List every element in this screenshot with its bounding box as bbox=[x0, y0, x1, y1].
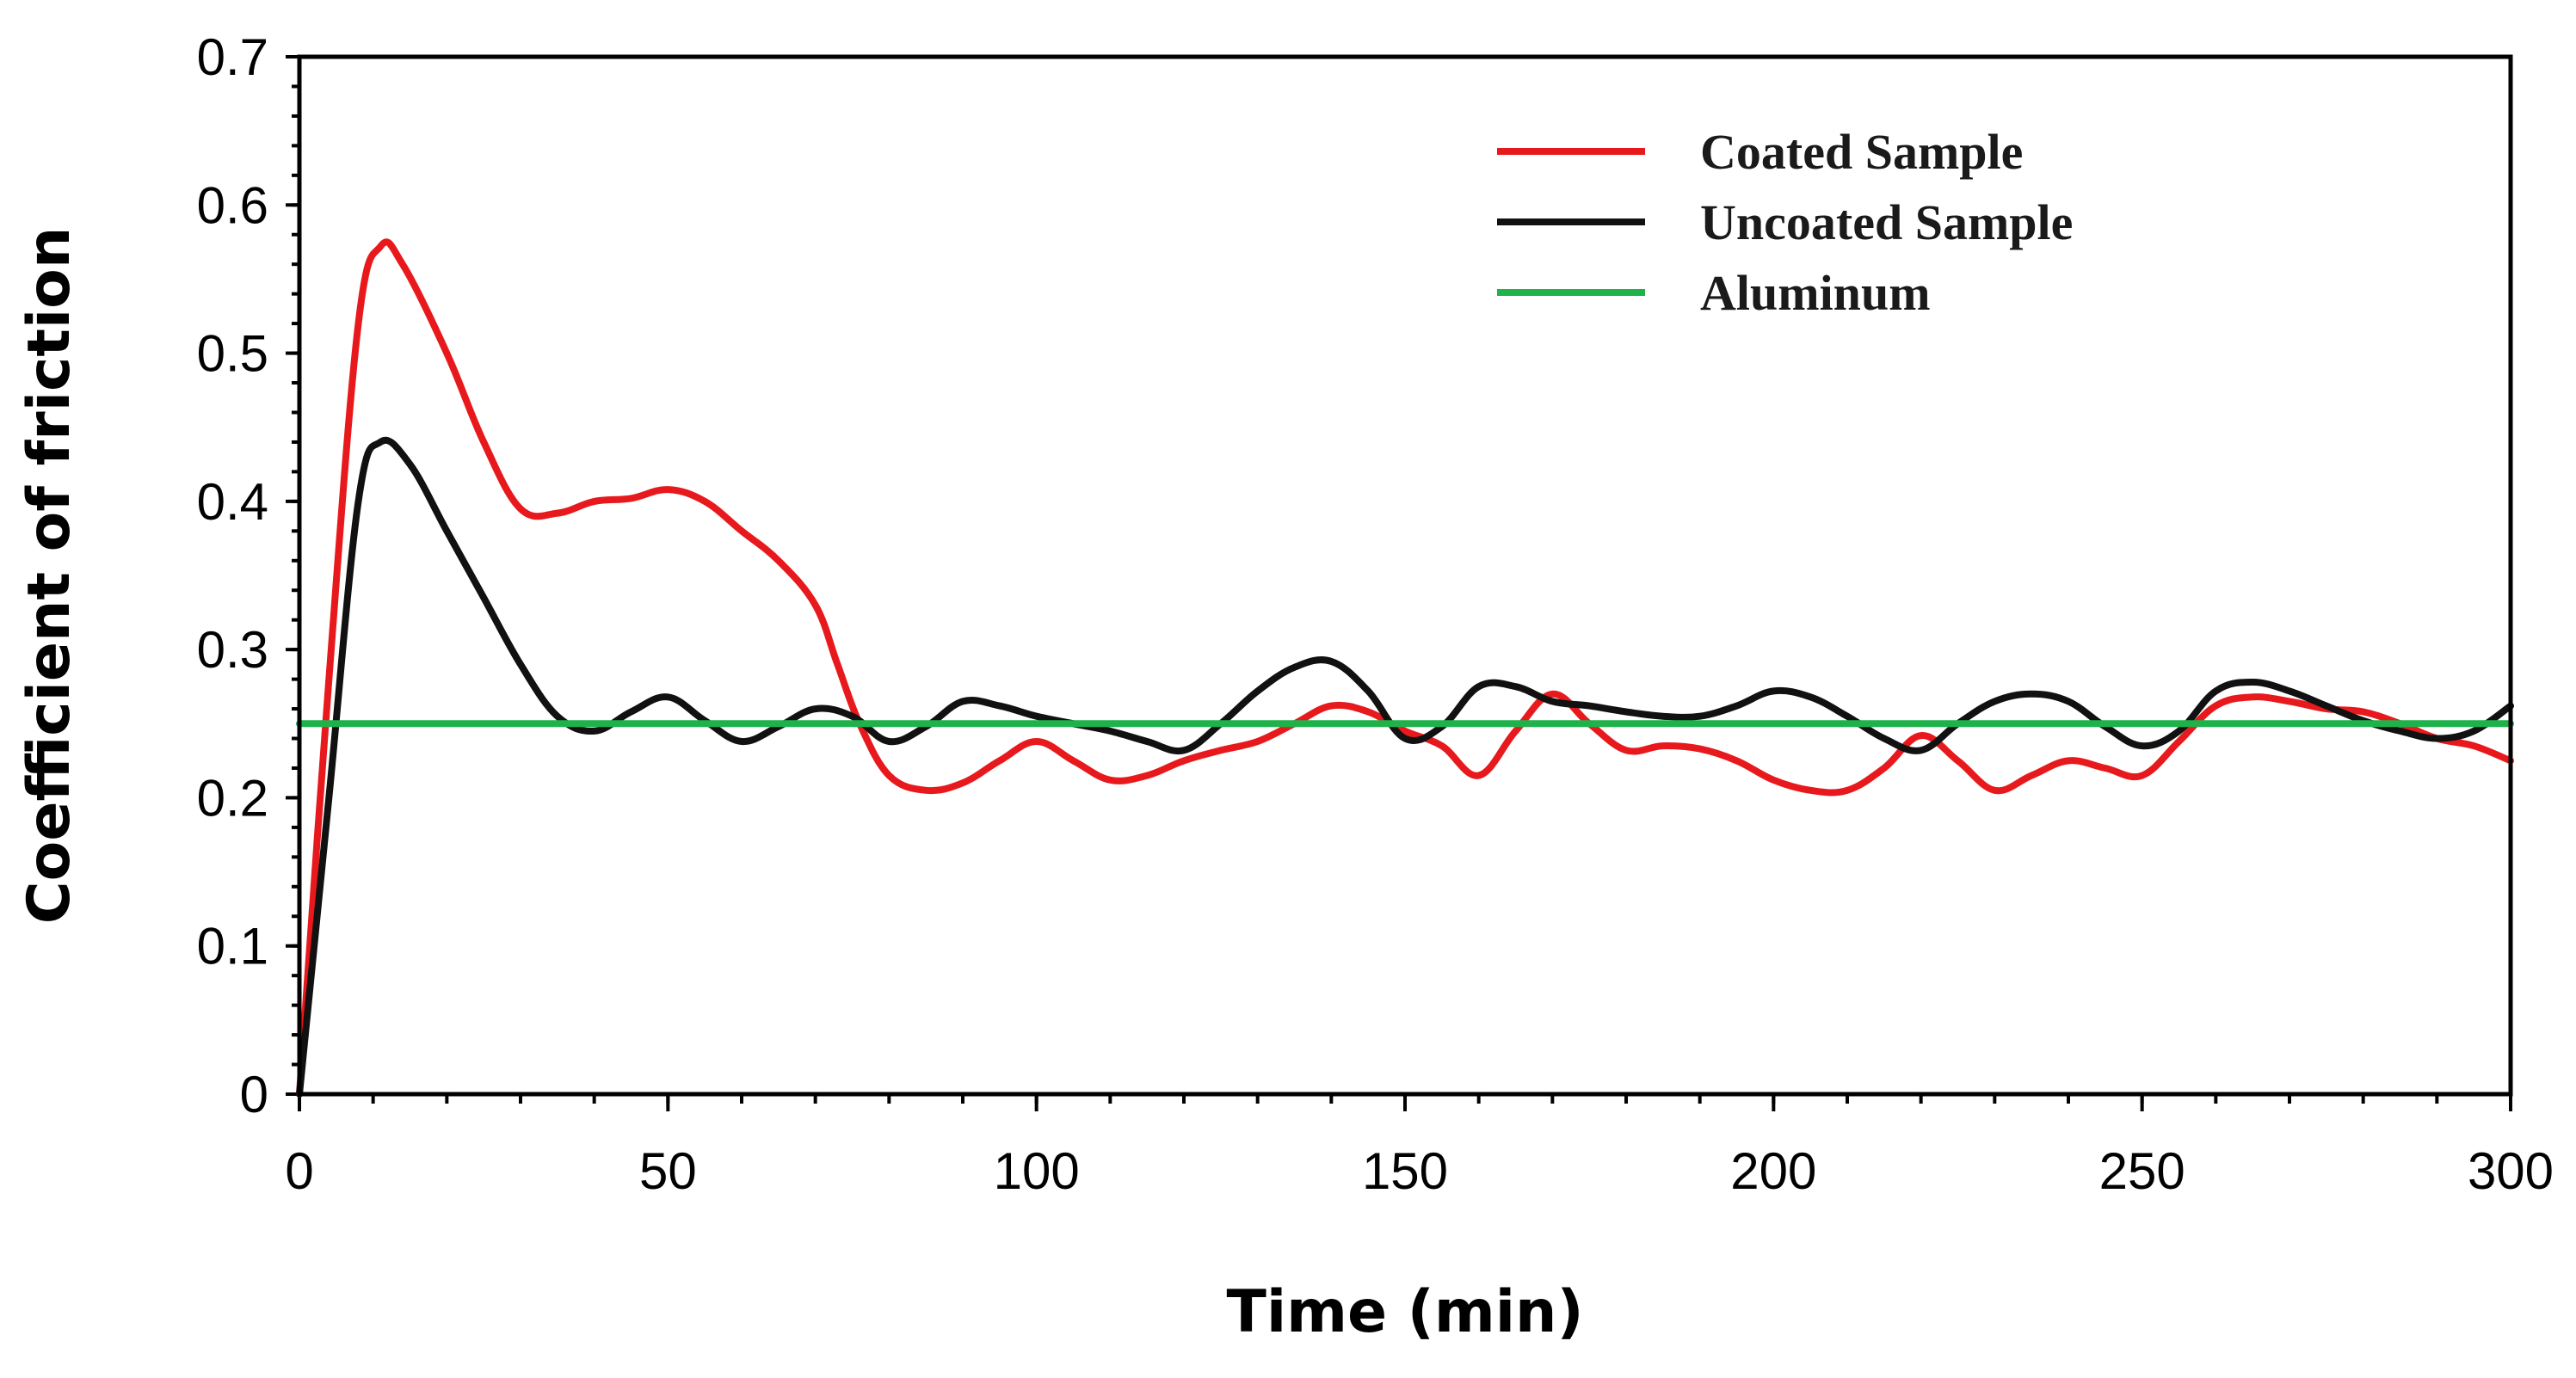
x-tick-label: 250 bbox=[2099, 1142, 2185, 1200]
x-axis-title: Time (min) bbox=[1226, 1278, 1583, 1346]
series-line-coated-sample bbox=[296, 238, 2514, 1098]
x-tick-label: 300 bbox=[2468, 1142, 2554, 1200]
x-tick-label: 0 bbox=[285, 1142, 313, 1200]
legend-label-aluminum: Aluminum bbox=[1700, 265, 1931, 321]
x-major-ticks bbox=[298, 1094, 2512, 1111]
y-tick-label: 0 bbox=[240, 1066, 268, 1123]
y-tick-label: 0.3 bbox=[197, 621, 268, 679]
y-tick-label: 0.6 bbox=[197, 176, 268, 234]
y-tick-label: 0.1 bbox=[197, 918, 268, 975]
plot-frame bbox=[297, 54, 2513, 1097]
x-tick-labels: 0 50 100 150 200 250 300 bbox=[285, 1142, 2554, 1200]
y-tick-label: 0.2 bbox=[197, 769, 268, 827]
y-axis-title: Coefficient of friction bbox=[15, 227, 83, 925]
legend-label-uncoated-sample: Uncoated Sample bbox=[1700, 194, 2073, 250]
y-tick-labels: 0 0.1 0.2 0.3 0.4 0.5 0.6 0.7 bbox=[197, 28, 268, 1123]
x-tick-label: 150 bbox=[1362, 1142, 1448, 1200]
x-tick-label: 200 bbox=[1730, 1142, 1816, 1200]
y-tick-label: 0.4 bbox=[197, 473, 268, 531]
x-tick-label: 50 bbox=[639, 1142, 697, 1200]
series-layer bbox=[296, 238, 2514, 1098]
y-major-ticks bbox=[286, 55, 299, 1096]
legend: Coated Sample Uncoated Sample Aluminum bbox=[1497, 124, 2073, 321]
series-line-uncoated-sample bbox=[296, 437, 2514, 1098]
y-tick-label: 0.7 bbox=[197, 28, 268, 86]
legend-label-coated-sample: Coated Sample bbox=[1700, 124, 2023, 180]
y-tick-label: 0.5 bbox=[197, 325, 268, 383]
x-tick-label: 100 bbox=[994, 1142, 1080, 1200]
